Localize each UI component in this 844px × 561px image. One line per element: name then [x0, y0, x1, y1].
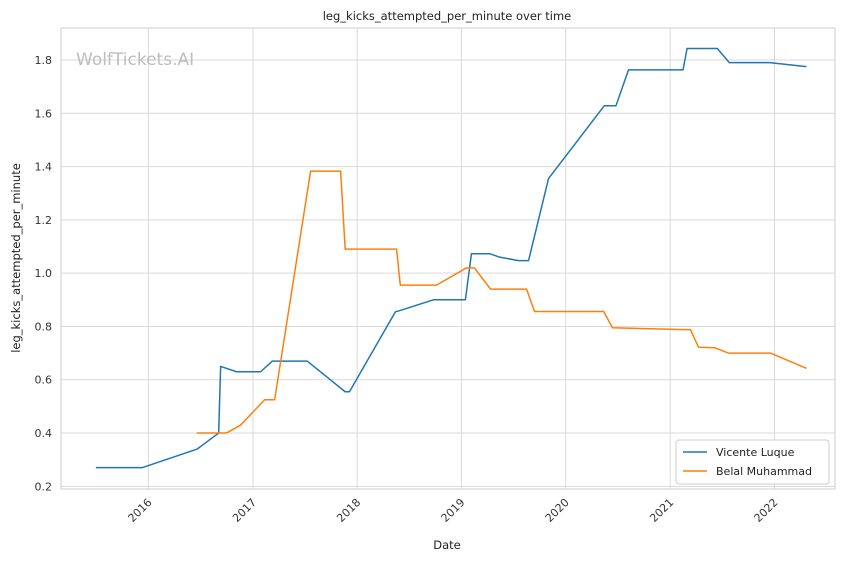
- x-tick-label: 2016: [126, 496, 155, 525]
- x-axis-label: Date: [433, 538, 461, 552]
- y-tick-label: 0.8: [35, 320, 53, 333]
- series-lines: [95, 47, 807, 469]
- series-line-belal-muhammad: [196, 170, 807, 434]
- y-tick-label: 1.6: [35, 107, 53, 120]
- x-tick-label: 2020: [543, 496, 572, 525]
- watermark-text: WolfTickets.AI: [76, 50, 194, 70]
- plot-area: [60, 27, 836, 490]
- legend-label-vicente-luque: Vicente Luque: [716, 446, 795, 459]
- y-tick-label: 1.4: [35, 161, 53, 174]
- x-tick-label: 2021: [647, 496, 676, 525]
- y-tick-label: 1.8: [35, 54, 53, 67]
- series-line-vicente-luque: [95, 47, 807, 469]
- x-tick-label: 2017: [230, 496, 259, 525]
- y-gridlines: [61, 59, 835, 487]
- y-tick-label: 0.4: [35, 427, 53, 440]
- legend: Vicente Luque Belal Muhammad: [675, 439, 830, 485]
- x-gridlines: [147, 28, 775, 489]
- x-tick-label: 2019: [439, 496, 468, 525]
- y-tick-label: 1.2: [35, 214, 53, 227]
- x-tick-label: 2022: [752, 496, 781, 525]
- legend-box: [675, 439, 830, 485]
- chart-title: leg_kicks_attempted_per_minute over time: [323, 9, 572, 23]
- y-axis-label: leg_kicks_attempted_per_minute: [9, 163, 23, 353]
- x-tick-label: 2018: [334, 496, 363, 525]
- legend-label-belal-muhammad: Belal Muhammad: [716, 465, 812, 478]
- y-tick-labels: 0.2 0.4 0.6 0.8 1.0 1.2 1.4 1.6 1.8: [35, 54, 53, 493]
- y-tick-label: 0.2: [35, 480, 53, 493]
- x-tick-labels: 2016 2017 2018 2019 2020 2021 2022: [126, 496, 781, 525]
- y-tick-label: 0.6: [35, 374, 53, 387]
- y-tick-label: 1.0: [35, 267, 53, 280]
